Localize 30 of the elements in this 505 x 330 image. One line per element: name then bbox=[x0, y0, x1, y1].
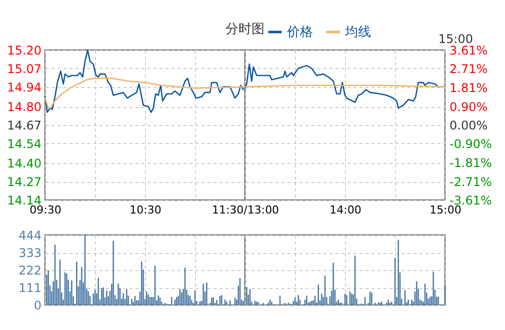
y-tick-label: 14.40 bbox=[7, 156, 42, 171]
y-tick-label: 222 bbox=[18, 264, 42, 278]
y-tick-label: 14.80 bbox=[7, 100, 42, 114]
text: 0.90% bbox=[450, 100, 488, 114]
legend-label: 价格 bbox=[286, 25, 313, 40]
y-tick-label: 14.67 bbox=[7, 118, 42, 132]
text: -0.90% bbox=[450, 137, 492, 152]
x-tick-label: 14:00 bbox=[330, 204, 362, 216]
legend-label: 均线 bbox=[344, 25, 371, 40]
y-tick-label: 14.94 bbox=[7, 80, 42, 94]
text: 15:00 bbox=[438, 32, 473, 46]
y-tick-label: 333 bbox=[18, 246, 42, 260]
y-tick-label: 0 bbox=[34, 298, 42, 312]
x-tick-label: 11:30/13:00 bbox=[212, 204, 280, 216]
chart-title: 分时图 bbox=[226, 22, 265, 37]
text: -1.81% bbox=[450, 156, 492, 170]
y-tick-label: 15.20 bbox=[7, 44, 42, 58]
y-tick-label: 444 bbox=[18, 228, 42, 242]
y-tick-label: 14.27 bbox=[7, 175, 42, 190]
text: 2.71% bbox=[450, 62, 488, 76]
text: 0.00% bbox=[450, 118, 488, 132]
text: 1.81% bbox=[450, 80, 488, 95]
text: 3.61% bbox=[450, 44, 488, 58]
text: -2.71% bbox=[450, 174, 492, 189]
y-tick-label: 14.54 bbox=[7, 136, 42, 151]
y-tick-label: 15.07 bbox=[7, 62, 42, 76]
x-tick-label: 15:00 bbox=[430, 204, 462, 216]
y-tick-label: 111 bbox=[18, 281, 42, 295]
x-tick-label: 10:30 bbox=[130, 204, 162, 216]
x-tick-label: 09:30 bbox=[30, 204, 62, 216]
